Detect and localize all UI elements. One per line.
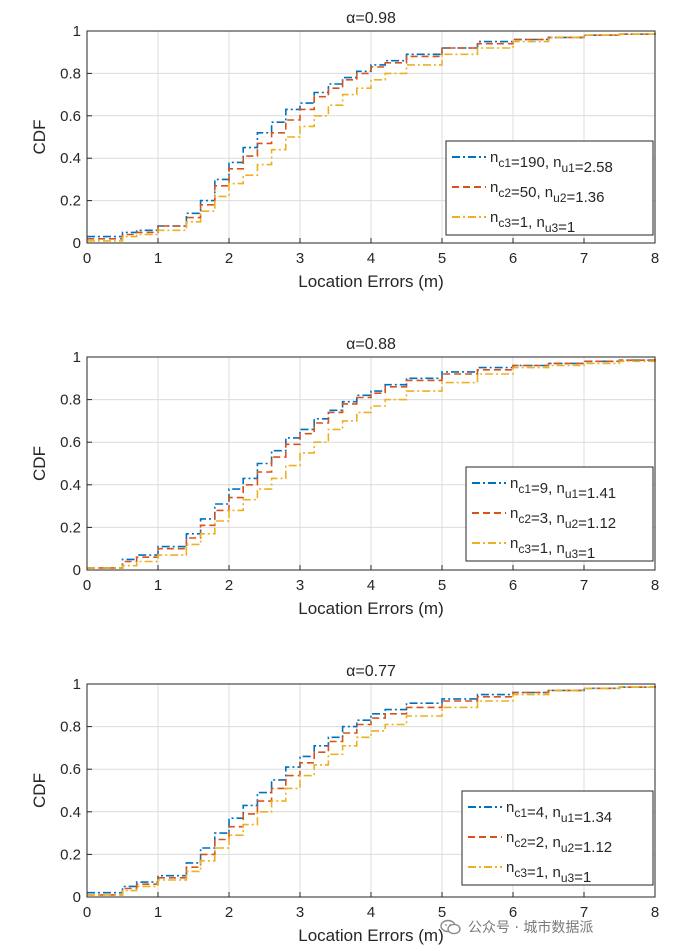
y-tick-label: 0 [73,562,81,579]
x-tick-label: 7 [580,250,588,267]
y-tick-label: 0.4 [60,804,81,821]
x-tick-label: 0 [83,577,91,594]
legend-entry-3: nc3=1, nu3=1 [506,859,591,886]
chart-panel-1: 0 1 2 3 4 5 6 7 8 0 0.2 0.4 0.6 0.8 1 α=0.98 Location Er… [30,10,659,291]
cdf-series-line-2 [87,686,656,896]
legend-entry-2: nc2=50, nu2=1.36 [490,179,604,206]
x-axis-label: Location Errors (m) [298,272,443,291]
y-tick-label: 0.4 [60,477,81,494]
x-tick-label: 5 [438,250,446,267]
x-tick-label: 3 [296,904,304,921]
x-tick-label: 6 [509,250,517,267]
y-tick-label: 0.2 [60,193,81,210]
x-tick-label: 6 [509,904,517,921]
chart-panel-3: 0 1 2 3 4 5 6 7 8 0 0.2 0.4 0.6 0.8 1 α=0.77 Location Er… [30,663,659,945]
cdf-series-line-3 [87,686,656,896]
x-tick-label: 2 [225,577,233,594]
legend: nc1=9, nu1=1.41 nc2=3, nu2=1.12 nc3=1, nu3… [465,466,654,562]
x-tick-label: 2 [225,904,233,921]
y-tick-label: 0.6 [60,761,81,778]
axes-frame [86,30,656,244]
y-tick-label: 0.6 [60,434,81,451]
x-tick-label: 1 [154,577,162,594]
legend: nc1=4, nu1=1.34 nc2=2, nu2=1.12 nc3=1, nu3… [461,790,654,886]
y-tick-label: 0 [73,235,81,252]
x-tick-label: 7 [580,904,588,921]
wechat-icon [440,919,461,935]
x-tick-label: 7 [580,577,588,594]
legend-entry-3: nc3=1, nu3=1 [490,209,575,236]
y-tick-label: 0.4 [60,150,81,167]
y-tick-label: 0 [73,889,81,906]
cdf-series-line-3 [87,33,656,242]
y-axis-label: CDF [30,446,49,481]
x-tick-label: 2 [225,250,233,267]
x-tick-label: 8 [651,577,659,594]
axes-frame [86,683,656,898]
cdf-series-line-3 [87,359,656,569]
chart-title: α=0.77 [346,663,396,680]
legend-entry-2: nc2=2, nu2=1.12 [506,829,612,856]
y-tick-label: 0.2 [60,519,81,536]
y-tick-label: 0.8 [60,392,81,409]
x-tick-label: 8 [651,904,659,921]
x-tick-label: 3 [296,577,304,594]
legend: nc1=190, nu1=2.58 nc2=50, nu2=1.36 nc3=1, … [445,140,654,236]
y-tick-label: 0.8 [60,719,81,736]
y-tick-label: 1 [73,23,81,40]
x-tick-label: 1 [154,904,162,921]
legend-entry-1: nc1=9, nu1=1.41 [510,475,616,502]
chart-panel-2: 0 1 2 3 4 5 6 7 8 0 0.2 0.4 0.6 0.8 1 α=0.88 Location Er… [30,336,659,618]
x-tick-label: 0 [83,250,91,267]
legend-entry-1: nc1=190, nu1=2.58 [490,149,613,176]
legend-entry-3: nc3=1, nu3=1 [510,535,595,562]
x-tick-label: 6 [509,577,517,594]
axes-frame [86,356,656,571]
watermark-text: 公众号 · 城市数据派 [468,920,594,936]
y-tick-label: 1 [73,349,81,366]
x-tick-label: 0 [83,904,91,921]
x-tick-label: 3 [296,250,304,267]
y-tick-label: 0.2 [60,846,81,863]
x-tick-label: 4 [367,577,375,594]
x-tick-label: 1 [154,250,162,267]
legend-entry-2: nc2=3, nu2=1.12 [510,505,616,532]
y-tick-label: 0.8 [60,65,81,82]
chart-title: α=0.88 [346,336,396,353]
y-axis-label: CDF [30,120,49,155]
x-tick-label: 5 [438,904,446,921]
wechat-watermark: 公众号 · 城市数据派 [440,910,690,944]
y-tick-label: 1 [73,676,81,693]
cdf-series-line-2 [87,359,656,569]
x-tick-label: 5 [438,577,446,594]
x-tick-label: 4 [367,250,375,267]
x-axis-label: Location Errors (m) [298,926,443,945]
y-axis-label: CDF [30,773,49,808]
chart-title: α=0.98 [346,10,396,27]
x-axis-label: Location Errors (m) [298,599,443,618]
x-tick-label: 4 [367,904,375,921]
y-tick-label: 0.6 [60,108,81,125]
legend-entry-1: nc1=4, nu1=1.34 [506,799,612,826]
x-tick-label: 8 [651,250,659,267]
